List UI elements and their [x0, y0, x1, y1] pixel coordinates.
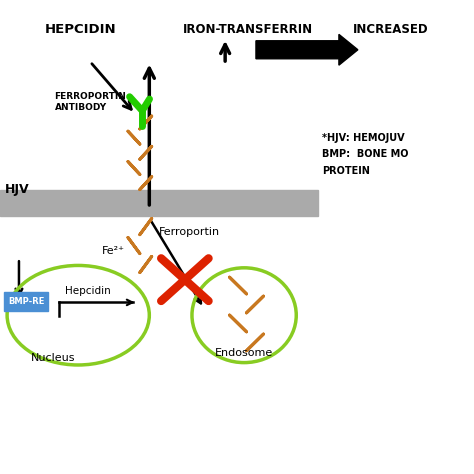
Bar: [0, 190, 318, 216]
Text: Fe²⁺: Fe²⁺: [102, 246, 125, 256]
Text: HEPCIDIN: HEPCIDIN: [45, 23, 117, 36]
Text: HJV: HJV: [5, 183, 29, 196]
FancyBboxPatch shape: [4, 292, 48, 311]
Text: FERROPORTIN
ANTIBODY: FERROPORTIN ANTIBODY: [55, 92, 127, 112]
Text: BMP:  BONE MO: BMP: BONE MO: [322, 149, 409, 159]
Text: Endosome: Endosome: [215, 348, 273, 358]
Text: BMP-RE: BMP-RE: [8, 297, 44, 306]
Text: *HJV: HEMOJUV: *HJV: HEMOJUV: [322, 133, 405, 143]
FancyArrow shape: [256, 35, 358, 65]
Text: PROTEIN: PROTEIN: [322, 166, 370, 176]
Text: INCREASED: INCREASED: [353, 23, 429, 36]
Text: Ferroportin: Ferroportin: [159, 227, 220, 237]
Text: Hepcidin: Hepcidin: [65, 286, 111, 296]
Text: Nucleus: Nucleus: [31, 353, 75, 363]
Text: IRON-TRANSFERRIN: IRON-TRANSFERRIN: [182, 23, 313, 36]
